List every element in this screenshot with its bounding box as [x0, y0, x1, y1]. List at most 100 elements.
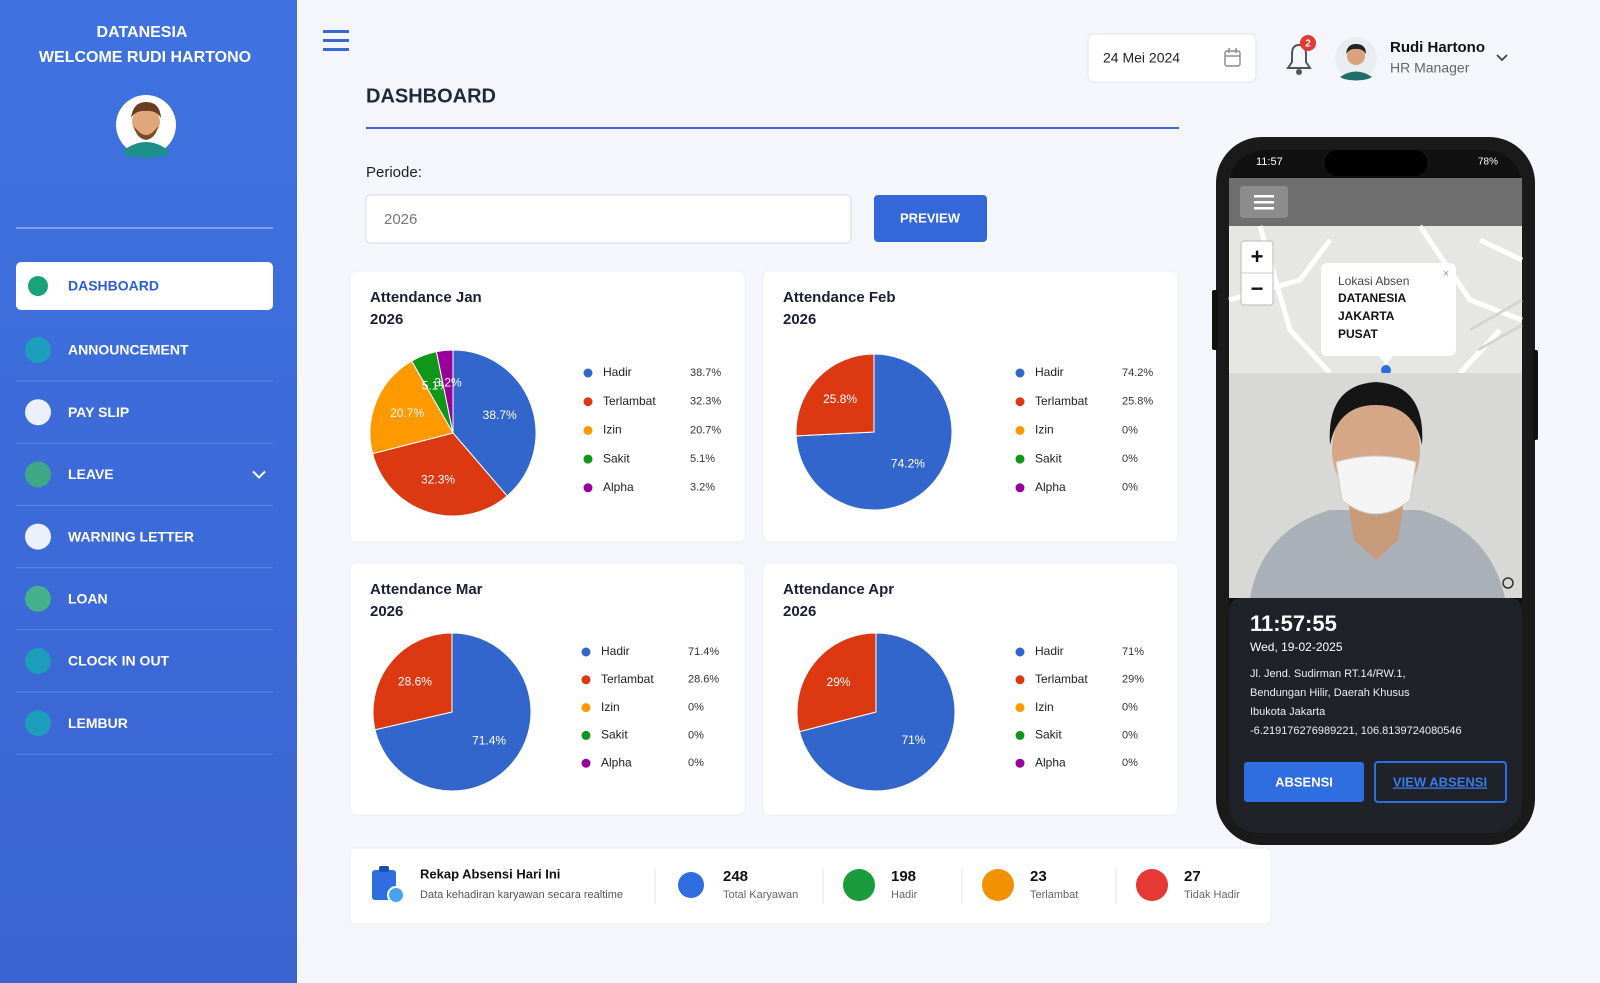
legend-value: 0% [688, 757, 704, 769]
menu: DASHBOARD ANNOUNCEMENT PAY SLIP LEAVE WARNIN… [16, 262, 273, 755]
menu-label[interactable]: CLOCK IN OUT [68, 653, 170, 669]
legend-label: Alpha [1035, 755, 1066, 769]
chart-title: Attendance Jan [370, 289, 482, 306]
stat-value: 198 [891, 868, 916, 885]
legend-value: 0% [1122, 702, 1138, 714]
address-line: Jl. Jend. Sudirman RT.14/RW.1, [1250, 668, 1406, 680]
menu-icon [25, 461, 51, 488]
menu-item-active[interactable] [16, 262, 273, 310]
stat-label: Hadir [891, 889, 918, 901]
address-line: -6.219176276989221, 106.8139724080546 [1250, 725, 1462, 737]
preview-button[interactable] [874, 195, 987, 242]
legend-label: Alpha [601, 755, 632, 769]
legend-value: 25.8% [1122, 396, 1153, 408]
slice-label: 25.8% [823, 392, 857, 406]
legend-dot [583, 454, 593, 464]
phone: × [1212, 137, 1538, 845]
legend-value: 20.7% [690, 424, 721, 436]
legend-value: 0% [688, 702, 704, 714]
legend-value: 71.4% [688, 646, 719, 658]
chart-subtitle: 2026 [370, 311, 403, 328]
legend-label: Hadir [601, 644, 630, 658]
pie-slice [798, 632, 956, 792]
menu-label[interactable]: LEMBUR [68, 715, 128, 731]
menu-label[interactable]: ANNOUNCEMENT [68, 342, 189, 358]
legend-value: 38.7% [690, 367, 721, 379]
legend-dot [583, 483, 593, 493]
user-role: HR Manager [1390, 60, 1470, 76]
chart-title: Attendance Apr [783, 581, 894, 598]
clock: 11:57:55 [1250, 611, 1337, 636]
menu-icon [25, 337, 51, 363]
legend-label: Hadir [1035, 365, 1064, 379]
legend-dot [1015, 703, 1025, 713]
stat-icon [843, 869, 875, 901]
view-absensi-button[interactable]: VIEW ABSENSI [1393, 774, 1487, 789]
menu-label[interactable]: WARNING LETTER [68, 528, 194, 544]
zoom-out[interactable]: − [1251, 276, 1264, 301]
user-name: Rudi Hartono [1390, 39, 1485, 56]
clipboard-icon [372, 866, 405, 904]
legend-value: 0% [1122, 729, 1138, 741]
legend-value: 5.1% [690, 453, 715, 465]
legend-dot [583, 425, 593, 435]
legend-value: 3.2% [690, 482, 715, 494]
stat-label: Terlambat [1030, 889, 1078, 901]
address-line: Ibukota Jakarta [1250, 706, 1326, 718]
zoom-in[interactable]: + [1251, 244, 1264, 269]
absensi-button[interactable]: ABSENSI [1275, 774, 1333, 789]
menu-label[interactable]: PAY SLIP [68, 404, 129, 420]
chart-subtitle: 2026 [783, 603, 816, 620]
legend-label: Sakit [601, 728, 628, 742]
svg-text:×: × [1443, 268, 1449, 280]
chart-title: Attendance Mar [370, 581, 483, 598]
legend-label: Sakit [1035, 451, 1062, 465]
menu-icon [25, 585, 51, 612]
pie-slice [435, 349, 454, 434]
menu-label[interactable]: DASHBOARD [68, 278, 159, 294]
legend-label: Terlambat [601, 672, 654, 686]
stat-label: Total Karyawan [723, 889, 798, 901]
chart-title: Attendance Feb [783, 289, 896, 306]
stat-label: Tidak Hadir [1184, 889, 1240, 901]
menu-label[interactable]: LEAVE [68, 466, 114, 482]
stats: 248 Total Karyawan 198 Hadir 23 Terlambat 27 Ti… [654, 868, 1240, 904]
period-input[interactable] [365, 194, 852, 244]
bell[interactable] [1286, 35, 1316, 75]
menu-icon [25, 399, 51, 426]
hamburger[interactable] [323, 30, 349, 51]
pie-slice [371, 432, 508, 517]
legend-dot [581, 758, 591, 768]
legend-label: Terlambat [1035, 394, 1088, 408]
calendar-icon [1224, 48, 1241, 67]
date-box[interactable] [1087, 33, 1257, 83]
slice-label: 71% [901, 733, 925, 747]
charts: Attendance Jan 2026 38.7% Hadir 38.7% 32.3% Te… [349, 270, 1179, 816]
slice-label: 29% [827, 675, 851, 689]
slice-label: 20.7% [390, 406, 424, 420]
user-avatar[interactable] [1335, 37, 1377, 81]
clock-date: Wed, 19-02-2025 [1250, 640, 1343, 654]
legend-label: Hadir [603, 365, 632, 379]
legend-dot [583, 397, 593, 407]
legend-label: Terlambat [1035, 672, 1088, 686]
menu-chevron [252, 470, 266, 479]
legend-dot [1015, 675, 1025, 685]
summary-card [349, 847, 1272, 925]
slice-label: 74.2% [891, 456, 925, 470]
page-title: DASHBOARD [366, 85, 496, 107]
menu-icon [25, 710, 51, 737]
legend-label: Sakit [1035, 728, 1062, 742]
filter-label: Periode: [366, 164, 422, 181]
legend-value: 0% [1122, 757, 1138, 769]
pie-slice [374, 632, 532, 792]
menu-label[interactable]: LOAN [68, 591, 108, 607]
legend-dot [581, 647, 591, 657]
legend-value: 0% [1122, 424, 1138, 436]
legend-value: 74.2% [1122, 367, 1153, 379]
popup-line: PUSAT [1338, 327, 1378, 341]
legend-label: Sakit [603, 451, 630, 465]
menu-icon [25, 523, 51, 550]
legend-label: Alpha [1035, 480, 1066, 494]
user-chevron[interactable] [1496, 54, 1508, 62]
